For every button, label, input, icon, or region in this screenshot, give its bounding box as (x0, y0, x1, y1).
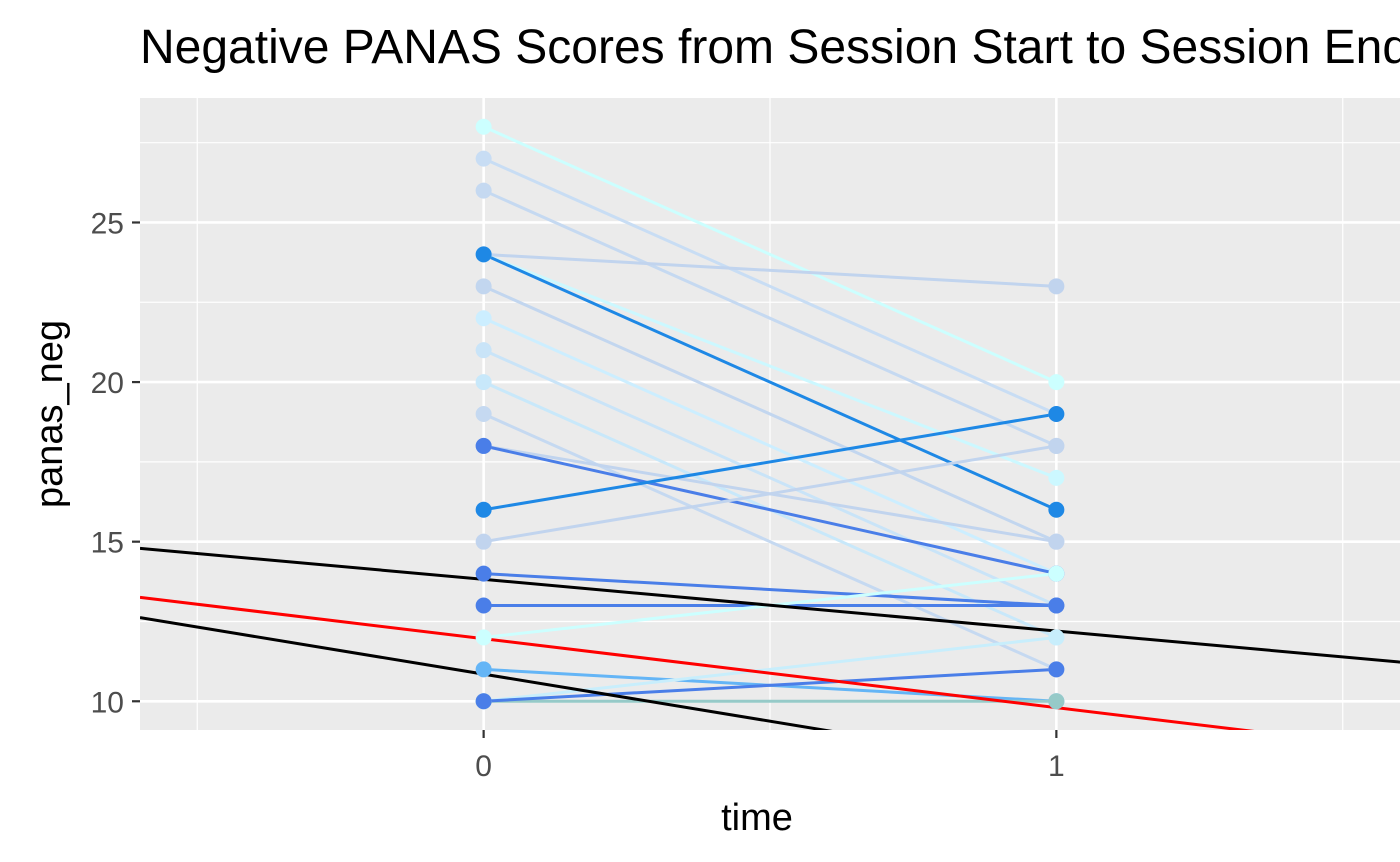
participant-series (483, 125, 1057, 703)
y-tick-label: 20 (91, 367, 124, 400)
data-point (475, 118, 492, 135)
data-point (1048, 629, 1065, 646)
fit-line (140, 546, 1400, 664)
participant-line (483, 189, 1057, 448)
axes: 10 15 20 25 0 1 (91, 207, 1065, 783)
data-point (1048, 374, 1065, 391)
participant-line (483, 444, 1057, 544)
data-point (475, 597, 492, 614)
data-point (1048, 278, 1065, 295)
data-point (475, 629, 492, 646)
data-point (1048, 437, 1065, 454)
data-point (475, 437, 492, 454)
data-point (1048, 597, 1065, 614)
data-point (475, 182, 492, 199)
data-point (1048, 501, 1065, 518)
data-point (1048, 533, 1065, 550)
participant-line (483, 348, 1057, 607)
data-point (475, 406, 492, 422)
participant-line (483, 412, 1057, 671)
y-tick-label: 25 (91, 207, 124, 240)
data-point (475, 565, 492, 582)
data-point (475, 501, 492, 518)
data-point (475, 533, 492, 550)
fit-line (140, 616, 833, 730)
participant-line (483, 157, 1057, 416)
data-point (1048, 661, 1065, 678)
participant-line (483, 253, 1057, 512)
chart-title: Negative PANAS Scores from Session Start… (140, 21, 1400, 74)
participant-line (483, 253, 1057, 480)
participant-line (483, 667, 1057, 703)
data-point (475, 374, 492, 391)
data-point (475, 246, 492, 263)
data-point (475, 278, 492, 295)
y-axis-title: panas_neg (29, 320, 71, 508)
data-point (475, 150, 492, 167)
data-point (1048, 406, 1065, 422)
x-axis-title: time (721, 797, 793, 839)
data-point (475, 310, 492, 327)
y-tick-label: 15 (91, 527, 124, 560)
data-point (475, 661, 492, 678)
data-point (1048, 469, 1065, 486)
x-tick-label: 1 (1048, 750, 1065, 783)
participant-line (483, 444, 1057, 576)
participant-line (483, 252, 1057, 288)
participant-line (483, 412, 1057, 512)
fit-line (140, 595, 1255, 730)
participant-line (483, 284, 1057, 544)
data-points (475, 118, 1065, 710)
participant-line (483, 316, 1057, 575)
data-point (1048, 565, 1065, 582)
data-point (1048, 693, 1065, 710)
data-point (475, 342, 492, 359)
regression-lines (140, 546, 1400, 730)
y-tick-label: 10 (91, 686, 124, 719)
participant-line (483, 125, 1057, 384)
participant-line (483, 572, 1057, 608)
x-tick-label: 0 (475, 750, 492, 783)
data-point (475, 693, 492, 710)
